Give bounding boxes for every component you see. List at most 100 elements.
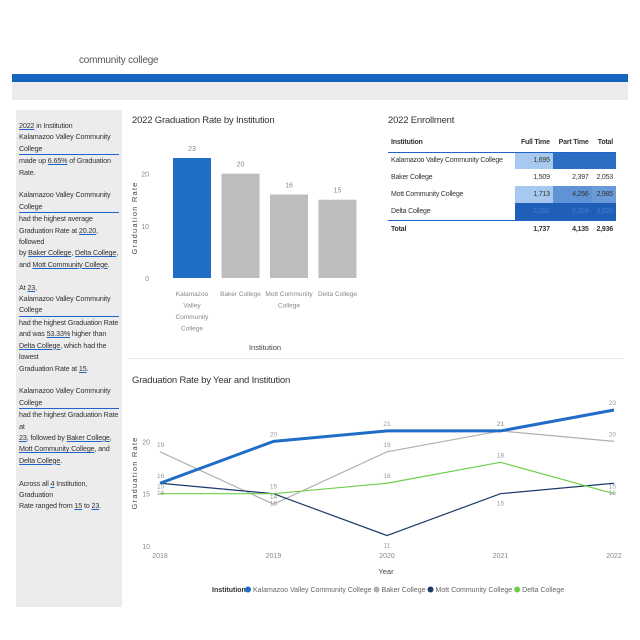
total-value: 2,936: [591, 219, 616, 238]
narrative-value[interactable]: Delta College: [19, 340, 61, 350]
narrative-paragraph-1: 2022 in Institution Kalamazoo Valley Com…: [19, 120, 119, 178]
narrative-value[interactable]: 23: [27, 282, 36, 292]
bar[interactable]: [318, 199, 357, 278]
table-row[interactable]: Kalamazoo Valley Community College 1,695 4…: [388, 152, 616, 169]
legend-marker[interactable]: [514, 586, 521, 593]
value-cell: 1,713: [515, 186, 553, 203]
bar-data-label: 23: [188, 146, 196, 153]
narrative-text: , and: [94, 444, 110, 454]
bar[interactable]: [221, 173, 260, 278]
narrative-value[interactable]: 15: [74, 501, 83, 511]
narrative-value[interactable]: 23: [19, 432, 27, 442]
point-data-label: 19: [157, 442, 165, 449]
value-cell: 2,397: [552, 169, 592, 186]
narrative-value[interactable]: 53.33%: [46, 329, 71, 339]
point-data-label: 20: [609, 431, 617, 438]
point-data-label: 20: [270, 431, 278, 438]
narrative-value[interactable]: 20.20: [78, 225, 97, 235]
value-cell: 3,179: [591, 152, 616, 169]
narrative-text: had the highest Graduation Rate: [19, 317, 119, 327]
point-data-label: 18: [497, 452, 505, 459]
narrative-value[interactable]: Delta College: [19, 455, 61, 465]
y-tick-label: 15: [142, 492, 150, 499]
table-row[interactable]: Delta College 2,032 5,024 3,528: [388, 203, 616, 220]
narrative-text: made up: [19, 156, 48, 166]
series-line[interactable]: [159, 430, 615, 505]
value-cell: 2,053: [591, 169, 616, 186]
narrative-text: to: [82, 501, 92, 511]
narrative-value[interactable]: Baker College: [66, 432, 110, 442]
point-data-label: 14: [270, 494, 278, 501]
total-value: 1,737: [515, 219, 553, 238]
legend-item[interactable]: Mott Community College: [436, 587, 513, 594]
narrative-text: had the highest Graduation Rate at: [19, 410, 119, 431]
legend-item[interactable]: Kalamazoo Valley Community College: [253, 587, 372, 594]
point-data-label: 11: [384, 543, 391, 550]
column-header[interactable]: Total: [591, 134, 616, 153]
table-row[interactable]: Mott Community College 1,713 4,256 2,985: [388, 186, 616, 203]
series-line[interactable]: [159, 482, 615, 537]
legend-item[interactable]: Delta College: [522, 587, 564, 594]
narrative-value[interactable]: Kalamazoo Valley Community College: [19, 293, 119, 317]
narrative-text: had the highest average: [19, 214, 93, 224]
institution-cell: Delta College: [391, 207, 431, 215]
bar[interactable]: [173, 158, 211, 278]
narrative-value[interactable]: 15: [78, 363, 87, 373]
smart-narrative-panel: 2022 in Institution Kalamazoo Valley Com…: [16, 110, 122, 607]
narrative-text: , followed by: [26, 432, 67, 442]
point-data-label: 19: [383, 442, 391, 449]
narrative-value[interactable]: 2022: [19, 121, 35, 130]
narrative-value[interactable]: 6.65%: [47, 156, 68, 166]
narrative-text: Graduation Rate at: [19, 363, 79, 373]
point-data-label: 15: [497, 501, 505, 508]
legend-title: Institution: [212, 587, 246, 594]
x-tick-label: 2021: [493, 553, 509, 560]
point-data-label: 16: [157, 473, 165, 480]
series-line[interactable]: [160, 461, 615, 495]
line-chart-title: Graduation Rate by Year and Institution: [132, 375, 291, 386]
narrative-text: .: [60, 455, 63, 465]
legend-item[interactable]: Baker College: [382, 587, 426, 594]
point-data-label: 21: [497, 421, 505, 428]
legend-marker[interactable]: [373, 586, 380, 593]
bar-data-label: 20: [237, 162, 245, 169]
narrative-text: and: [19, 259, 33, 269]
y-tick-label: 0: [145, 276, 149, 283]
narrative-value[interactable]: Baker College: [28, 248, 72, 258]
narrative-value[interactable]: 23: [91, 501, 100, 511]
legend-marker[interactable]: [245, 586, 251, 593]
institution-cell: Mott Community College: [391, 191, 464, 198]
x-tick-label: 2018: [152, 553, 168, 560]
column-header[interactable]: Institution: [388, 134, 516, 153]
narrative-paragraph-5: Across all 4 Institution, Graduation Rat…: [19, 478, 119, 512]
narrative-value[interactable]: 4: [50, 478, 55, 488]
table-row[interactable]: Baker College 1,509 2,397 2,053: [388, 169, 616, 186]
narrative-value[interactable]: Delta College: [75, 248, 117, 258]
narrative-value[interactable]: Kalamazoo Valley Community College: [19, 189, 119, 214]
x-axis-title: Year: [378, 567, 394, 576]
narrative-paragraph-3: At 23, Kalamazoo Valley Community Colleg…: [19, 282, 119, 374]
series-line[interactable]: [159, 408, 615, 485]
x-tick-label: Kalamazoo: [176, 291, 209, 298]
narrative-paragraph-4: Kalamazoo Valley Community College had t…: [19, 385, 119, 466]
y-tick-label: 20: [142, 439, 150, 446]
narrative-text: ,: [109, 432, 112, 442]
narrative-text: At: [19, 282, 28, 292]
institution-cell: Kalamazoo Valley Community College: [391, 157, 503, 165]
x-tick-label: College: [181, 326, 203, 333]
column-header[interactable]: Full Time: [515, 134, 553, 153]
bar[interactable]: [270, 194, 308, 278]
column-header[interactable]: Part Time: [552, 134, 592, 153]
total-label: Total: [388, 219, 516, 238]
point-data-label: 21: [497, 421, 505, 428]
narrative-value[interactable]: Kalamazoo Valley Community College: [19, 385, 119, 410]
narrative-value[interactable]: Kalamazoo Valley Community College: [19, 131, 119, 156]
x-tick-label: 2022: [606, 553, 622, 560]
x-tick-label: Mott Community: [265, 291, 313, 298]
x-tick-label: College: [278, 303, 300, 310]
legend-marker[interactable]: [427, 586, 434, 593]
narrative-value[interactable]: Mott Community College: [19, 444, 95, 454]
narrative-value[interactable]: Mott Community College: [32, 259, 108, 269]
